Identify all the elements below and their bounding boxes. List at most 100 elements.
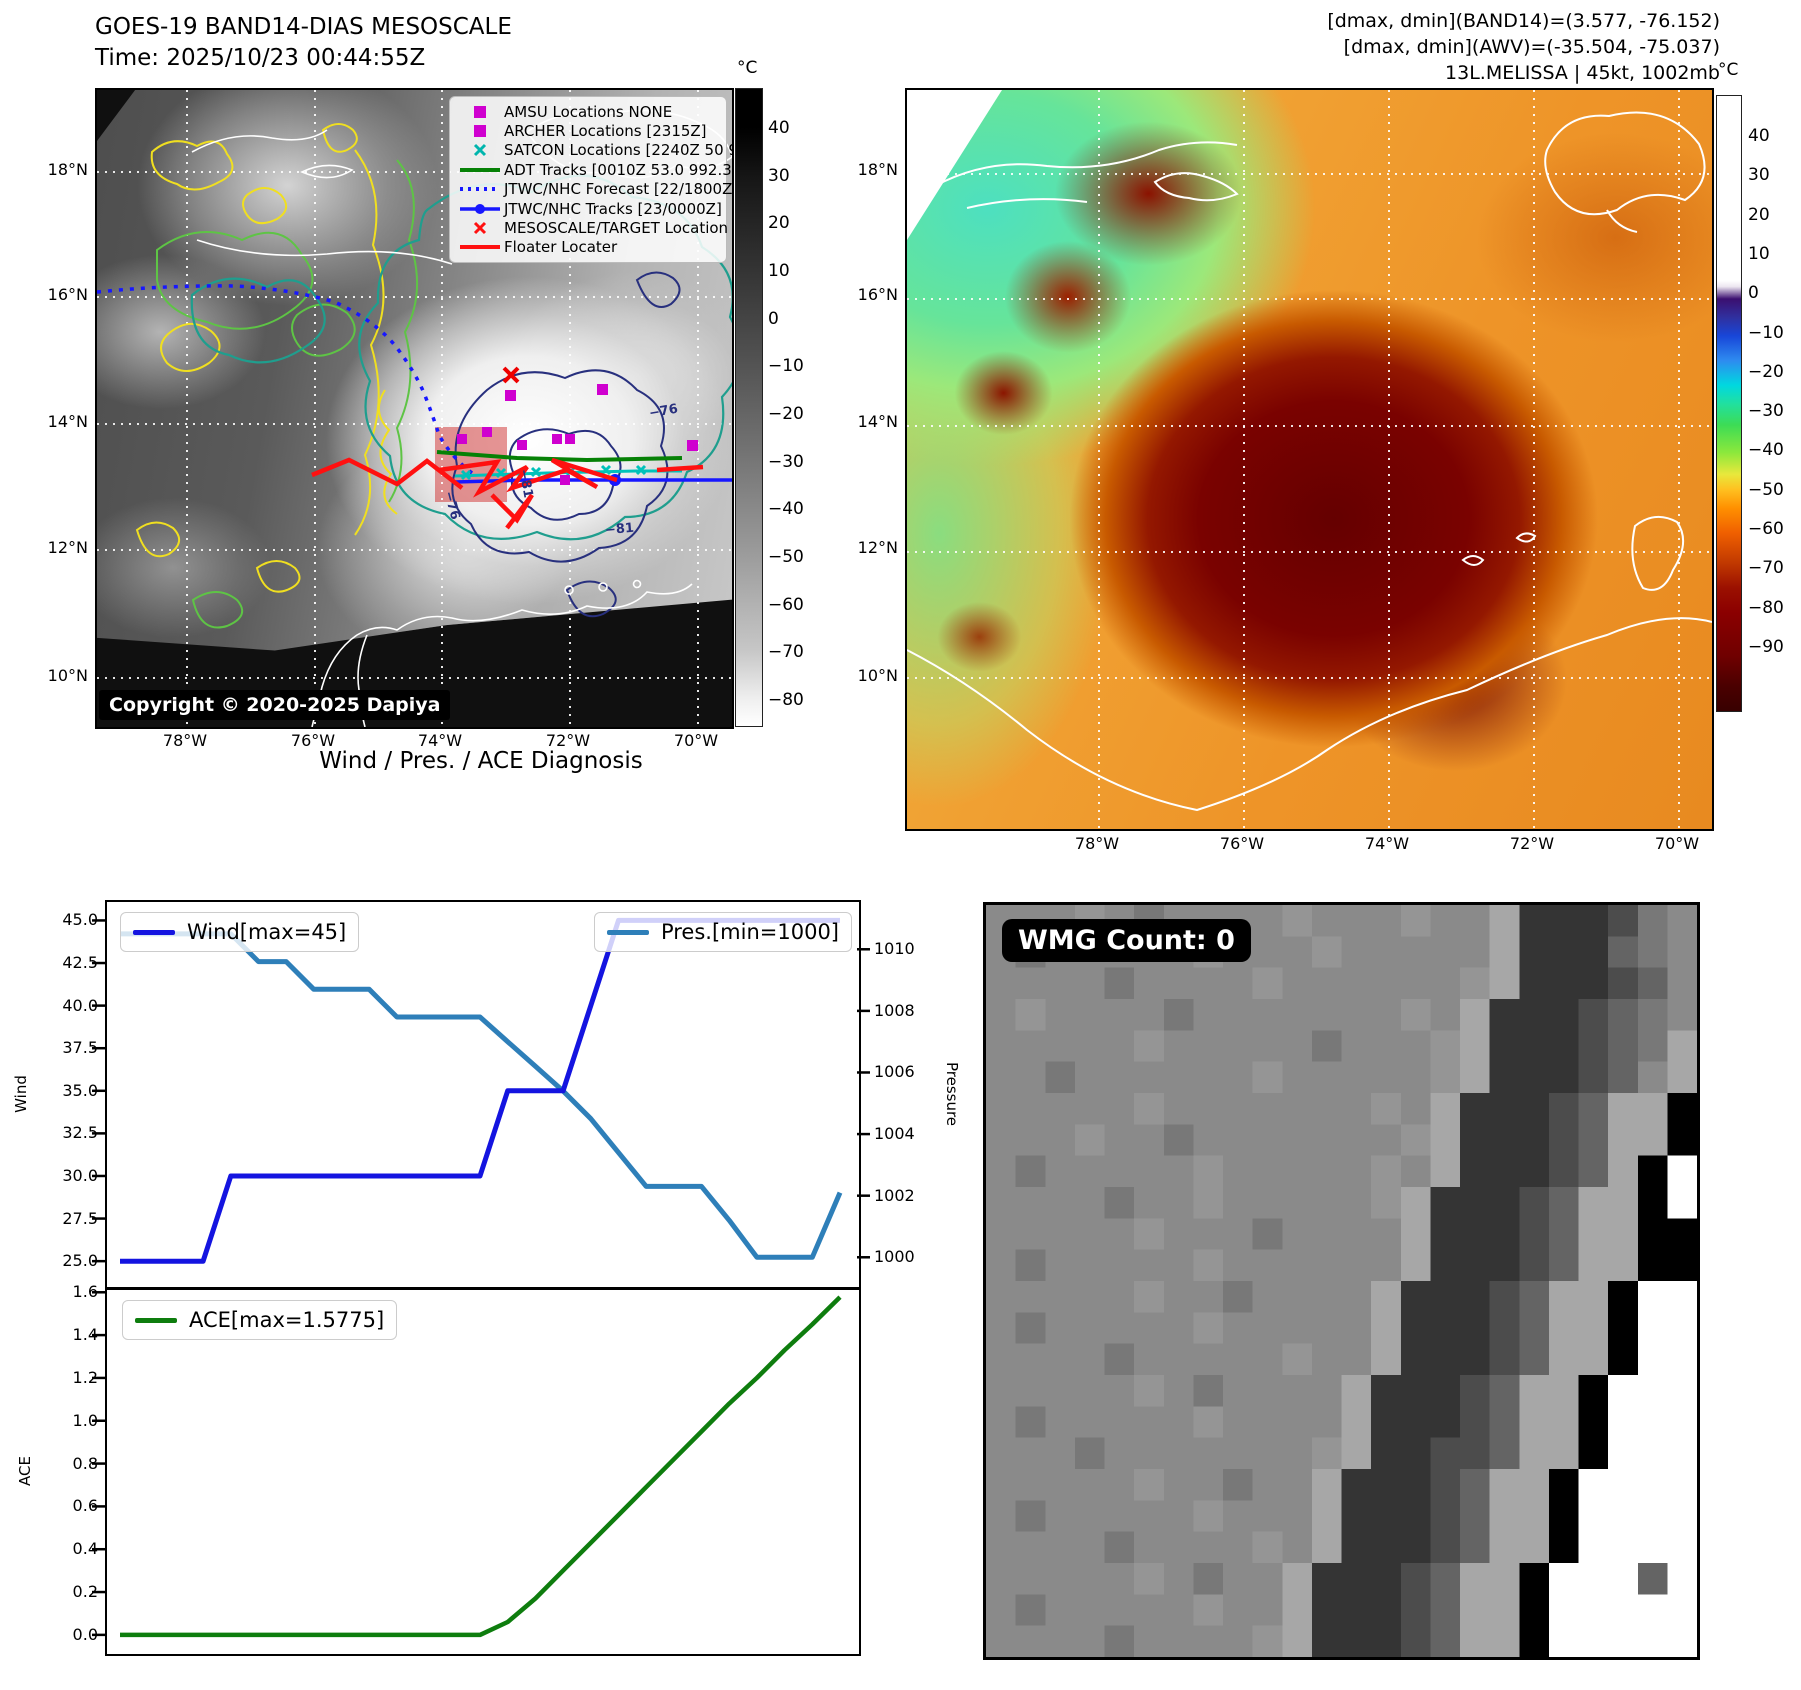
wind-ytick: 25.0 — [62, 1251, 98, 1271]
square-icon — [474, 125, 486, 138]
tr-lat-tick: 10°N — [857, 666, 898, 685]
ace-ytick: 1.2 — [72, 1367, 98, 1387]
wmg-count-badge: WMG Count: 0 — [1002, 919, 1251, 962]
pressure-legend: Pres.[min=1000] — [593, 912, 852, 952]
tl-colorbar-tick: −40 — [768, 499, 804, 520]
wmg-pixel-grid — [986, 905, 1697, 1657]
wind-axis-label: Wind — [11, 1075, 30, 1113]
wind-ytick: 45.0 — [62, 910, 98, 930]
tl-colorbar-tick: −50 — [768, 547, 804, 568]
tl-lon-tick: 76°W — [290, 731, 336, 750]
timestamp: Time: 2025/10/23 00:44:55Z — [95, 45, 426, 71]
tl-colorbar-tick: 40 — [768, 118, 790, 138]
legend-item-label: AMSU Locations NONE — [504, 102, 673, 121]
adt-track-line — [436, 450, 683, 463]
pressure-line-swatch — [606, 929, 649, 935]
ace-legend-label: ACE[max=1.5775] — [189, 1308, 385, 1332]
pressure-ytick: 1002 — [874, 1185, 915, 1205]
dotted-icon — [460, 187, 500, 192]
ace-ytick: 1.4 — [72, 1325, 98, 1345]
legend-item-label: JTWC/NHC Tracks [23/0000Z] — [504, 199, 722, 218]
line-dot-icon — [460, 203, 500, 214]
tl-colorbar-tick: −70 — [768, 642, 804, 663]
tr-lat-tick: 12°N — [857, 538, 898, 557]
legend-item: MESOSCALE/TARGET Location — [456, 218, 728, 237]
legend-item: AMSU Locations NONE — [456, 102, 720, 121]
no-data-corner — [907, 90, 1002, 240]
tl-lat-tick: 18°N — [47, 160, 88, 179]
wind-legend: Wind[max=45] — [120, 912, 360, 952]
ace-chart — [105, 1288, 861, 1656]
pressure-ytick: 1006 — [874, 1062, 915, 1082]
legend-item: Floater Locater — [456, 238, 720, 257]
wind-ytick: 27.5 — [62, 1208, 98, 1228]
line-icon — [460, 245, 500, 250]
tr-map-overlay — [907, 90, 1712, 829]
tr-colorbar-tick: −40 — [1748, 440, 1784, 461]
pressure-ytick: 1008 — [874, 1000, 915, 1020]
tr-lon-tick: 70°W — [1654, 834, 1700, 853]
wind-ytick: 42.5 — [62, 953, 98, 973]
tl-colorbar — [735, 88, 763, 727]
legend-item: ADT Tracks [0010Z 53.0 992.3] — [456, 160, 732, 179]
tl-lat-tick: 12°N — [47, 538, 88, 557]
tr-colorbar-tick: −30 — [1748, 401, 1784, 422]
stats-header: [dmax, dmin](BAND14)=(3.577, -76.152) [d… — [1000, 8, 1720, 86]
wind-line-swatch — [133, 929, 175, 935]
tr-lon-tick: 72°W — [1509, 834, 1555, 853]
tr-colorbar — [1716, 95, 1742, 712]
chart-title: Wind / Pres. / ACE Diagnosis — [319, 748, 643, 774]
tl-colorbar-tick: 0 — [768, 308, 779, 329]
tr-colorbar-tick: 40 — [1748, 126, 1770, 146]
satellite-title: GOES-19 BAND14-DIAS MESOSCALE — [95, 14, 512, 40]
legend-item-label: ADT Tracks [0010Z 53.0 992.3] — [504, 160, 734, 179]
ace-ytick: 0.8 — [72, 1453, 98, 1473]
legend-item-label: SATCON Locations [2240Z 50 995] — [504, 141, 732, 160]
tl-colorbar-unit: °C — [737, 58, 758, 78]
pressure-legend-label: Pres.[min=1000] — [660, 920, 839, 944]
line-icon — [460, 167, 500, 172]
floater-locater-lines — [311, 457, 704, 530]
tr-colorbar-tick: 30 — [1748, 165, 1770, 186]
tl-lat-tick: 10°N — [47, 666, 88, 685]
tr-lon-tick: 74°W — [1364, 834, 1410, 853]
legend-item-label: Floater Locater — [504, 238, 618, 257]
tr-colorbar-tick: −70 — [1748, 558, 1784, 579]
tl-lat-tick: 14°N — [47, 412, 88, 431]
dmax-dmin-band14: [dmax, dmin](BAND14)=(3.577, -76.152) — [1327, 10, 1720, 32]
tr-colorbar-tick: 0 — [1748, 283, 1759, 304]
wind-ytick: 30.0 — [62, 1165, 98, 1185]
copyright-badge: Copyright © 2020-2025 Dapiya — [99, 690, 451, 720]
legend-item-label: JTWC/NHC Forecast [22/1800Z] — [504, 180, 734, 199]
band14-satellite-map: AMSU Locations NONE ARCHER Locations [231… — [95, 88, 734, 729]
tl-lon-tick: 74°W — [417, 731, 463, 750]
legend-item: SATCON Locations [2240Z 50 995] — [456, 141, 732, 160]
tr-colorbar-tick: −50 — [1748, 479, 1784, 500]
legend-item-label: MESOSCALE/TARGET Location — [504, 219, 729, 238]
panel-title: GOES-19 BAND14-DIAS MESOSCALE Time: 2025… — [95, 12, 512, 74]
tr-colorbar-tick: −20 — [1748, 361, 1784, 382]
ace-axis-label: ACE — [15, 1456, 34, 1486]
tr-lat-tick: 16°N — [857, 285, 898, 304]
ace-ytick: 0.4 — [72, 1539, 98, 1559]
tr-colorbar-tick: −10 — [1748, 322, 1784, 343]
square-icon — [474, 105, 486, 118]
wind-ytick: 40.0 — [62, 995, 98, 1015]
tl-lon-tick: 70°W — [673, 731, 719, 750]
tl-lon-tick: 72°W — [545, 731, 591, 750]
jtwc-track-line — [454, 478, 732, 484]
contour-label: −81 — [604, 520, 635, 539]
tr-colorbar-tick: −90 — [1748, 636, 1784, 657]
tl-colorbar-tick: −60 — [768, 594, 804, 615]
tr-lat-tick: 18°N — [857, 160, 898, 179]
tr-colorbar-tick: 20 — [1748, 204, 1770, 225]
wmg-pixel-panel: WMG Count: 0 — [983, 902, 1700, 1660]
tl-lat-tick: 16°N — [47, 285, 88, 304]
mesoscale-target-x-icon — [502, 366, 520, 384]
ace-legend: ACE[max=1.5775] — [122, 1300, 398, 1340]
map-legend: AMSU Locations NONE ARCHER Locations [231… — [449, 96, 732, 264]
amsu-archer-markers — [457, 384, 698, 485]
tr-colorbar-tick: 10 — [1748, 243, 1770, 264]
tl-colorbar-tick: −20 — [768, 404, 804, 425]
tl-colorbar-tick: −80 — [768, 690, 804, 711]
